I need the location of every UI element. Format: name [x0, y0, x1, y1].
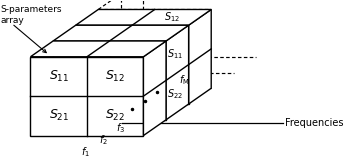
Polygon shape: [76, 25, 189, 104]
Polygon shape: [166, 25, 189, 120]
Text: $S_{12}$: $S_{12}$: [164, 10, 180, 24]
Text: $f_\mathrm{M}$: $f_\mathrm{M}$: [179, 73, 189, 87]
Polygon shape: [31, 41, 166, 57]
Text: $S_{22}$: $S_{22}$: [167, 87, 183, 101]
Polygon shape: [189, 9, 211, 104]
Text: $S_{11}$: $S_{11}$: [49, 69, 69, 84]
Text: $f_3$: $f_3$: [116, 122, 125, 135]
Text: $S_{11}$: $S_{11}$: [167, 47, 183, 61]
Text: $S_{21}$: $S_{21}$: [49, 108, 69, 123]
Text: Frequencies: Frequencies: [285, 118, 343, 128]
Text: $S_{12}$: $S_{12}$: [105, 69, 125, 84]
Polygon shape: [53, 25, 189, 41]
Polygon shape: [53, 41, 166, 120]
Polygon shape: [143, 41, 166, 136]
Text: $S_{22}$: $S_{22}$: [105, 108, 125, 123]
Polygon shape: [31, 57, 143, 136]
Text: S-parameters
array: S-parameters array: [1, 5, 62, 25]
Text: $f_2$: $f_2$: [100, 133, 109, 147]
Polygon shape: [76, 9, 211, 25]
Text: $f_1$: $f_1$: [81, 145, 90, 159]
